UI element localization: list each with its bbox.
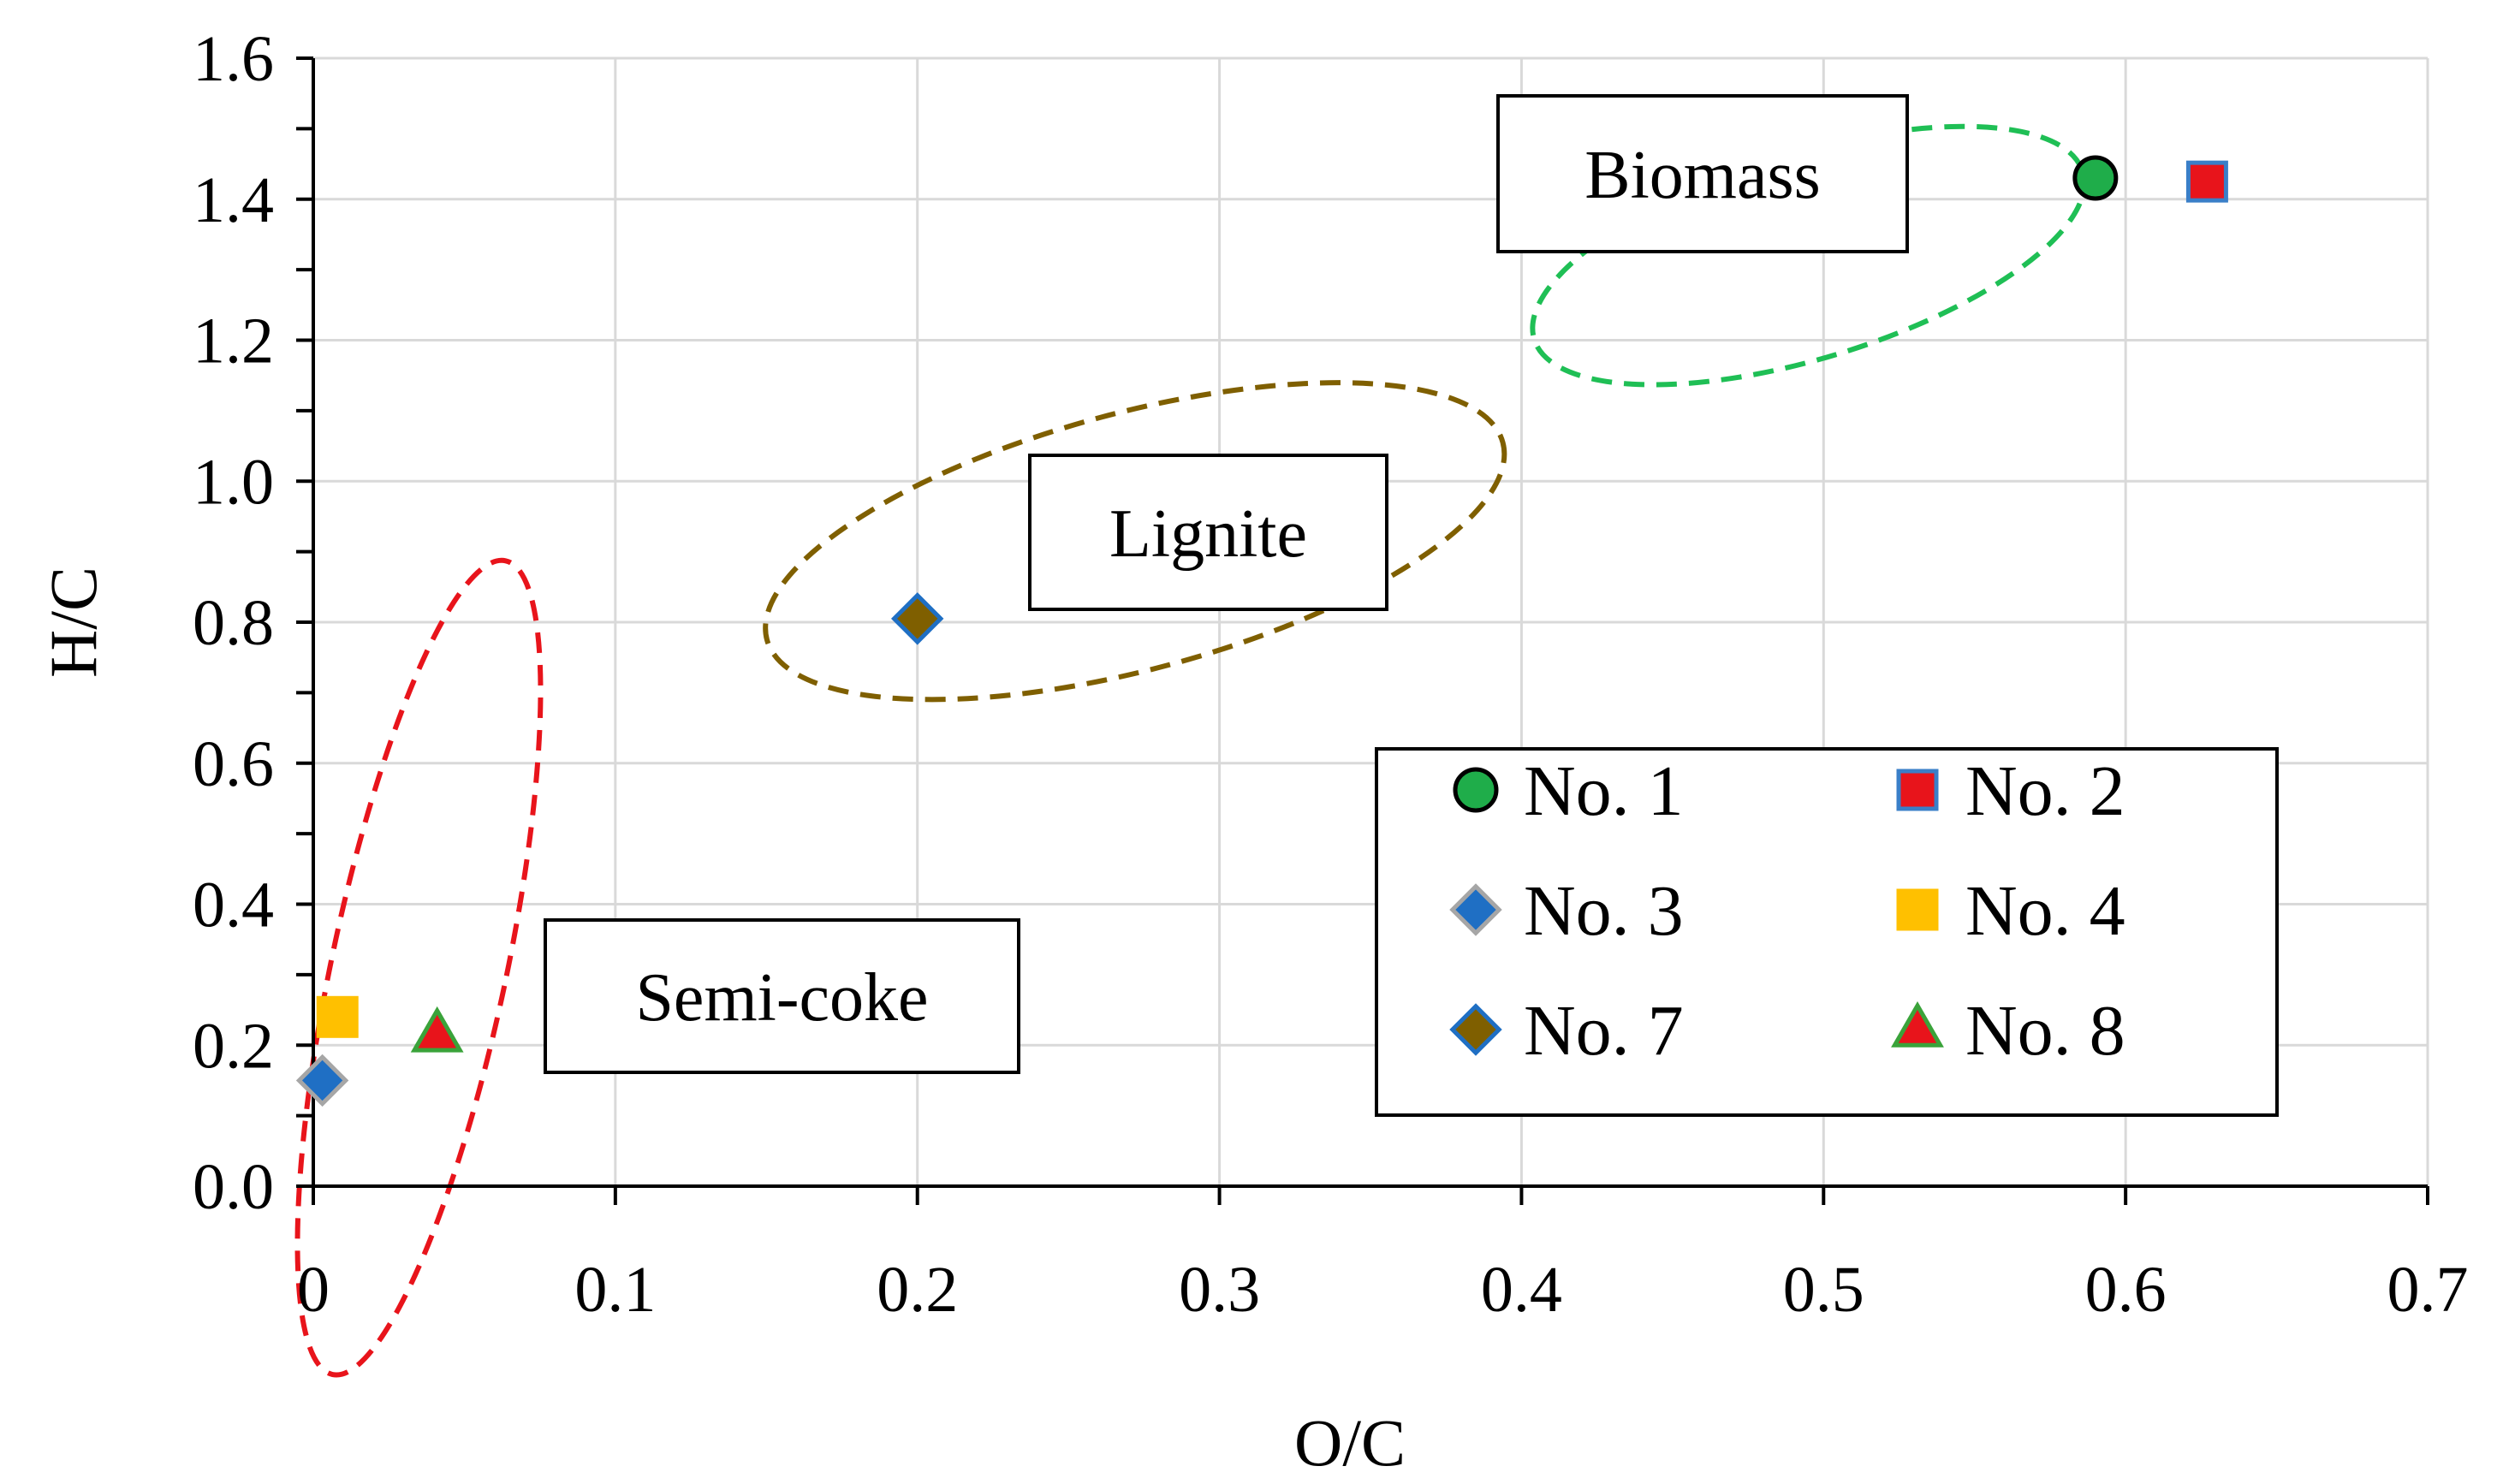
legend-label: No. 8 bbox=[1965, 991, 2125, 1071]
y-tick-label: 0.6 bbox=[193, 728, 274, 800]
x-tick-label: 0 bbox=[297, 1254, 330, 1326]
legend-marker bbox=[1453, 767, 1499, 813]
x-axis-title: O/C bbox=[1294, 1405, 1406, 1480]
x-tick-labels: 0 0.1 0.2 0.3 0.4 0.5 0.6 0.7 bbox=[297, 1254, 2469, 1326]
x-tick-label: 0.7 bbox=[2387, 1254, 2469, 1326]
annotation-box bbox=[544, 918, 1020, 1074]
annotation-label: Semi-coke bbox=[635, 960, 928, 1036]
y-tick-label: 0.0 bbox=[193, 1151, 274, 1223]
legend-label: No. 2 bbox=[1965, 751, 2125, 831]
data-point bbox=[2185, 160, 2228, 203]
legend-label: No. 7 bbox=[1524, 991, 1684, 1071]
legend-marker bbox=[1896, 769, 1939, 811]
legend-label: No. 4 bbox=[1965, 871, 2125, 951]
y-tick-label: 1.4 bbox=[193, 164, 274, 236]
annotation-box bbox=[1496, 94, 1909, 253]
data-point bbox=[295, 1054, 349, 1107]
y-tick-labels: 0.0 0.2 0.4 0.6 0.8 1.0 1.2 1.4 1.6 bbox=[193, 23, 274, 1223]
x-tick-label: 0.1 bbox=[574, 1254, 656, 1326]
legend-marker bbox=[1449, 883, 1502, 936]
data-point bbox=[2072, 155, 2119, 201]
x-tick-label: 0.4 bbox=[1481, 1254, 1562, 1326]
y-tick-label: 0.8 bbox=[193, 587, 274, 659]
data-point bbox=[890, 592, 944, 645]
legend-marker bbox=[1891, 1000, 1944, 1048]
y-tick-label: 0.2 bbox=[193, 1010, 274, 1082]
data-points bbox=[295, 155, 2228, 1107]
annotation-label: Lignite bbox=[1109, 496, 1307, 572]
group-ellipse bbox=[763, 380, 1507, 703]
x-tick-label: 0.5 bbox=[1783, 1254, 1864, 1326]
legend: No. 1 No. 2 No. 3 No. 4 No. 7 No. 8 bbox=[1375, 747, 2279, 1117]
y-tick-label: 1.2 bbox=[193, 306, 274, 377]
group-ellipse bbox=[294, 557, 544, 1378]
legend-marker bbox=[1896, 888, 1939, 931]
annotation-box bbox=[1028, 454, 1388, 611]
legend-marker bbox=[1449, 1003, 1502, 1056]
data-point bbox=[410, 1006, 464, 1053]
group-ellipses bbox=[294, 123, 2087, 1378]
y-tick-label: 1.6 bbox=[193, 23, 274, 95]
legend-label: No. 1 bbox=[1524, 751, 1684, 831]
legend-label: No. 3 bbox=[1524, 871, 1684, 951]
annotation-label: Biomass bbox=[1584, 138, 1821, 213]
y-tick-label: 0.4 bbox=[193, 870, 274, 941]
x-tick-label: 0.6 bbox=[2085, 1254, 2167, 1326]
y-tick-label: 1.0 bbox=[193, 446, 274, 518]
axes bbox=[296, 56, 2429, 1205]
x-tick-label: 0.3 bbox=[1179, 1254, 1260, 1326]
x-tick-label: 0.2 bbox=[877, 1254, 958, 1326]
y-axis-title: H/C bbox=[36, 567, 110, 678]
annotation-boxes: Biomass Lignite Semi-coke bbox=[544, 94, 1909, 1074]
legend-box bbox=[1375, 747, 2279, 1117]
data-point bbox=[316, 995, 359, 1038]
